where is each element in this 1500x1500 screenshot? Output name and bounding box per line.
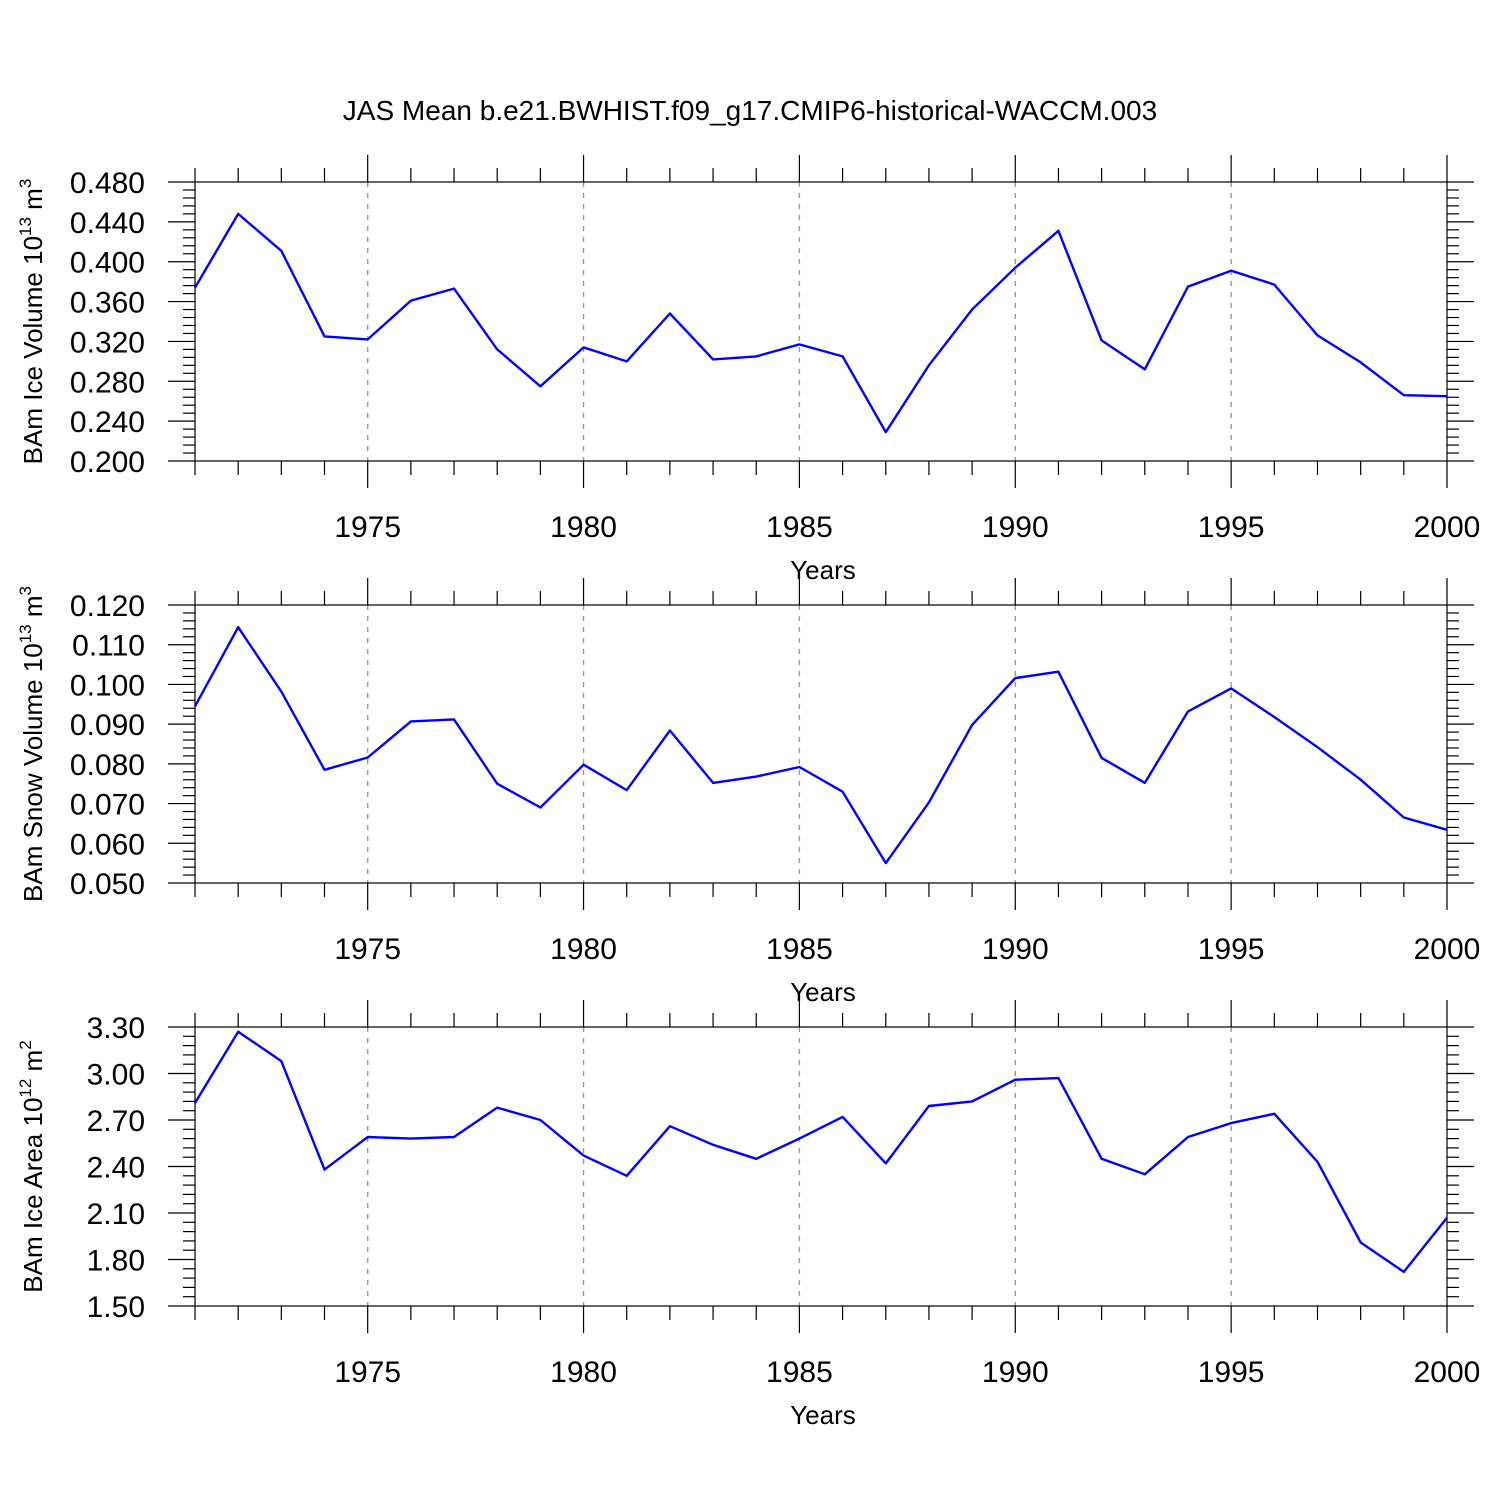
x-tick-label: 2000 — [1414, 933, 1481, 966]
y-tick-label: 0.050 — [70, 868, 145, 901]
y-tick-label: 0.480 — [70, 167, 145, 200]
y-tick-label: 0.360 — [70, 287, 145, 320]
x-axis-label: Years — [790, 977, 856, 1007]
y-tick-label: 0.070 — [70, 789, 145, 822]
x-tick-label: 2000 — [1414, 511, 1481, 544]
y-tick-label: 0.280 — [70, 366, 145, 399]
x-tick-label: 1990 — [982, 1356, 1049, 1389]
x-tick-label: 1980 — [550, 933, 617, 966]
y-tick-label: 0.110 — [72, 630, 145, 663]
y-tick-label: 2.10 — [87, 1198, 145, 1231]
y-axis-label: BAm Ice Volume 1013 m3 — [16, 179, 48, 465]
y-tick-label: 2.70 — [87, 1105, 145, 1138]
y-tick-label: 3.00 — [87, 1059, 145, 1092]
x-axis-label: Years — [790, 555, 856, 585]
x-tick-label: 1995 — [1198, 933, 1265, 966]
y-tick-label: 0.100 — [70, 669, 145, 702]
x-tick-label: 1980 — [550, 511, 617, 544]
x-axis-label: Years — [790, 1400, 856, 1430]
y-tick-label: 0.120 — [70, 590, 145, 623]
y-tick-label: 0.060 — [70, 828, 145, 861]
y-tick-label: 0.200 — [70, 446, 145, 479]
panels: 1975 1980 1985 1990 1995 2000 0.200 0.240 0.280 0… — [16, 155, 1480, 1430]
data-line — [193, 212, 1448, 434]
x-tick-label: 1985 — [766, 933, 833, 966]
data-line — [193, 1030, 1448, 1274]
plot-frame — [194, 181, 1448, 462]
plot-frame — [194, 1026, 1448, 1307]
y-axis-label: BAm Snow Volume 1013 m3 — [16, 586, 48, 902]
y-tick-label: 3.30 — [87, 1012, 145, 1045]
x-tick-label: 1990 — [982, 933, 1049, 966]
x-tick-label: 1975 — [334, 1356, 401, 1389]
x-tick-label: 1995 — [1198, 1356, 1265, 1389]
y-tick-label: 1.80 — [87, 1245, 145, 1278]
y-axis-label: BAm Ice Area 1012 m2 — [16, 1040, 48, 1292]
x-tick-label: 1995 — [1198, 511, 1265, 544]
y-tick-label: 0.320 — [70, 326, 145, 359]
x-tick-label: 1985 — [766, 1356, 833, 1389]
x-tick-label: 1975 — [334, 933, 401, 966]
x-tick-label: 1990 — [982, 511, 1049, 544]
figure-title: JAS Mean b.e21.BWHIST.f09_g17.CMIP6-hist… — [343, 95, 1157, 126]
chart-panel-2: 1975 1980 1985 1990 1995 2000 0.050 0.060 0.070 0… — [16, 578, 1480, 1007]
x-tick-label: 1985 — [766, 511, 833, 544]
y-tick-label: 2.40 — [87, 1152, 145, 1185]
y-tick-label: 1.50 — [87, 1291, 145, 1324]
data-line — [193, 626, 1448, 865]
chart-panel-1: 1975 1980 1985 1990 1995 2000 0.200 0.240 0.280 0… — [16, 155, 1480, 585]
y-tick-label: 0.080 — [70, 749, 145, 782]
chart-panel-3: 1975 1980 1985 1990 1995 2000 1.50 1.80 2.10 2.40… — [16, 1000, 1480, 1430]
plot-frame — [194, 604, 1448, 884]
y-tick-label: 0.090 — [70, 709, 145, 742]
x-tick-label: 1975 — [334, 511, 401, 544]
y-tick-label: 0.240 — [70, 406, 145, 439]
y-tick-label: 0.440 — [70, 207, 145, 240]
x-tick-label: 2000 — [1414, 1356, 1481, 1389]
y-tick-label: 0.400 — [70, 247, 145, 280]
x-tick-label: 1980 — [550, 1356, 617, 1389]
